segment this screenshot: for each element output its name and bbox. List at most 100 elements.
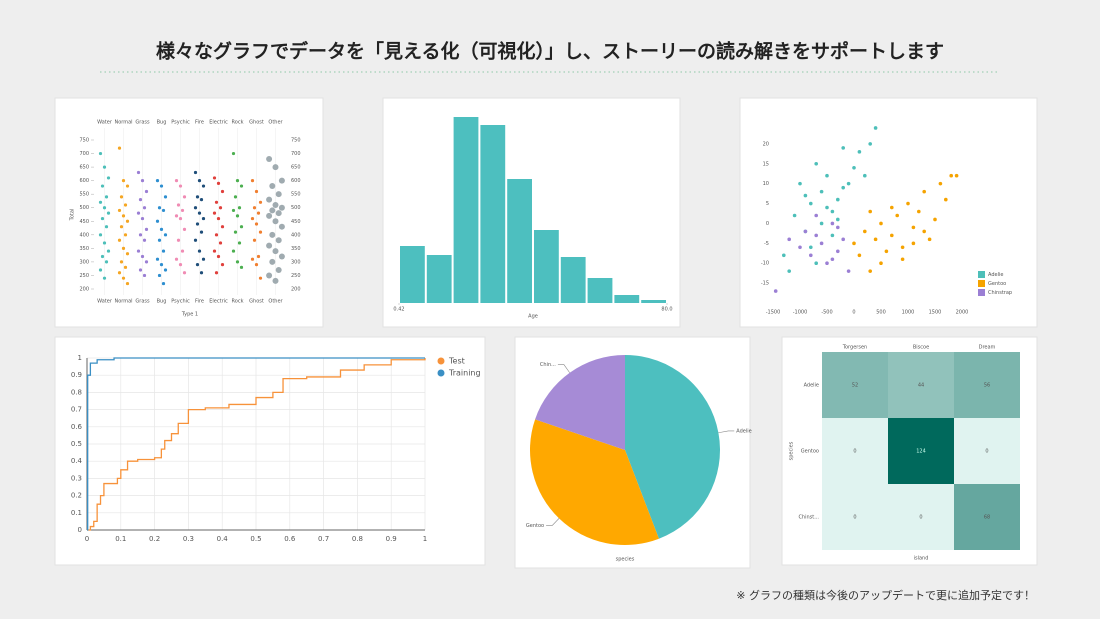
y-tick-label: 700 bbox=[79, 151, 89, 157]
point bbox=[125, 184, 130, 188]
point bbox=[782, 253, 786, 258]
point bbox=[220, 225, 225, 229]
x-tick-label: Grass bbox=[135, 299, 150, 305]
y-tick-label: 550 bbox=[291, 192, 301, 198]
legend-label: Adelie bbox=[988, 272, 1003, 278]
y-tick-label: 300 bbox=[291, 259, 301, 265]
point bbox=[911, 241, 916, 246]
point bbox=[161, 249, 166, 253]
point bbox=[235, 179, 240, 183]
point bbox=[814, 261, 818, 266]
point bbox=[214, 271, 219, 275]
point bbox=[216, 254, 221, 259]
point bbox=[220, 263, 225, 267]
y-tick-label: 750 bbox=[79, 138, 89, 144]
bar bbox=[507, 179, 532, 303]
cell-label: 56 bbox=[984, 383, 990, 389]
y-tick-label: 650 bbox=[79, 165, 89, 171]
point bbox=[873, 126, 878, 130]
heatmap-cell bbox=[822, 352, 888, 418]
legend-swatch bbox=[978, 289, 985, 296]
point bbox=[275, 191, 282, 198]
y-tick-label: 1 bbox=[78, 354, 82, 362]
panel bbox=[739, 97, 1038, 328]
point bbox=[809, 253, 813, 258]
cell-label: 44 bbox=[918, 383, 924, 389]
y-tick-label: 0.1 bbox=[71, 509, 82, 517]
y-tick-label: 0.2 bbox=[71, 492, 82, 500]
point bbox=[272, 218, 279, 225]
y-axis-label: species bbox=[789, 441, 795, 460]
point bbox=[272, 248, 279, 255]
point bbox=[803, 229, 808, 234]
y-tick-label: 550 bbox=[79, 192, 89, 198]
point bbox=[269, 258, 276, 265]
point bbox=[863, 173, 867, 178]
x-tick-label: Bug bbox=[157, 299, 167, 305]
x-tick-label: -500 bbox=[821, 310, 832, 316]
point bbox=[195, 263, 200, 267]
point bbox=[155, 257, 160, 261]
bar bbox=[641, 300, 666, 303]
bar bbox=[614, 295, 640, 303]
x-tick-label: Water bbox=[97, 299, 113, 305]
legend-label: Training bbox=[448, 369, 481, 378]
point bbox=[278, 204, 285, 211]
point bbox=[231, 208, 236, 213]
point bbox=[119, 260, 124, 264]
x-tick-label: 2000 bbox=[956, 310, 969, 316]
bar bbox=[534, 230, 559, 303]
point bbox=[266, 212, 273, 219]
point bbox=[199, 198, 204, 202]
panel bbox=[54, 97, 324, 328]
point bbox=[272, 277, 279, 284]
point bbox=[250, 257, 255, 261]
point bbox=[233, 230, 238, 234]
point bbox=[119, 225, 124, 229]
point bbox=[239, 265, 244, 269]
column-label: Biscoe bbox=[913, 345, 929, 351]
heatmap-cell bbox=[822, 418, 888, 484]
point bbox=[138, 268, 143, 272]
point bbox=[106, 176, 111, 180]
point bbox=[868, 269, 872, 273]
point bbox=[142, 206, 147, 210]
point bbox=[819, 241, 824, 246]
point bbox=[157, 238, 162, 242]
point bbox=[258, 230, 263, 234]
y-tick-label: 250 bbox=[79, 273, 89, 279]
point bbox=[819, 189, 824, 194]
point bbox=[136, 249, 141, 253]
point bbox=[269, 183, 276, 190]
point bbox=[193, 206, 198, 210]
y-tick-label: -15 bbox=[761, 281, 769, 287]
y-tick-label: 450 bbox=[291, 219, 301, 225]
y-tick-label: 5 bbox=[766, 201, 769, 207]
x-axis-label: Age bbox=[528, 314, 538, 320]
x-axis-label: Type 1 bbox=[181, 312, 198, 318]
point bbox=[231, 151, 236, 156]
y-tick-label: 20 bbox=[763, 141, 769, 147]
point bbox=[272, 202, 279, 209]
point bbox=[180, 249, 185, 253]
cell-label: 124 bbox=[916, 449, 926, 455]
y-tick-label: 650 bbox=[291, 165, 301, 171]
point bbox=[106, 249, 111, 253]
point bbox=[836, 197, 840, 202]
point bbox=[269, 231, 276, 238]
y-tick-label: 200 bbox=[79, 287, 89, 293]
point bbox=[830, 257, 835, 262]
y-tick-label: 0 bbox=[766, 221, 769, 227]
legend-swatch bbox=[978, 271, 985, 278]
point bbox=[159, 263, 164, 267]
x-tick-label: 0.8 bbox=[352, 535, 363, 543]
y-tick-label: 700 bbox=[291, 151, 301, 157]
point bbox=[138, 198, 143, 202]
row-label: Chinst... bbox=[798, 515, 819, 521]
point bbox=[102, 206, 107, 210]
point bbox=[144, 260, 149, 264]
x-tick-label: Water bbox=[97, 120, 113, 126]
point bbox=[182, 195, 187, 199]
point bbox=[954, 173, 959, 178]
y-tick-label: 400 bbox=[79, 232, 89, 238]
